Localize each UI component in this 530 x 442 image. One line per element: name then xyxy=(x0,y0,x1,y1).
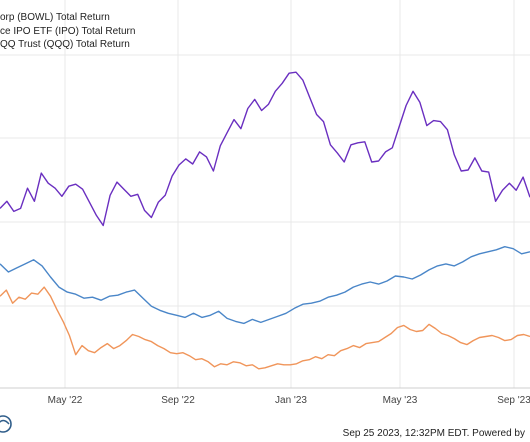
footer-timestamp: Sep 25 2023, 12:32PM EDT. Powered by xyxy=(343,428,525,439)
x-tick-label: Jan '23 xyxy=(275,395,307,406)
legend-entry: QQ Trust (QQQ) Total Return xyxy=(0,39,130,50)
legend-entry: orp (BOWL) Total Return xyxy=(0,12,110,23)
x-axis-ticks: May '22 Sep '22 Jan '23 May '23 Sep '23 xyxy=(48,395,530,406)
x-tick-label: Sep '23 xyxy=(497,395,530,406)
x-tick-label: May '23 xyxy=(383,395,418,406)
legend-entry: ce IPO ETF (IPO) Total Return xyxy=(0,26,135,37)
legend: orp (BOWL) Total Return ce IPO ETF (IPO) … xyxy=(0,12,135,50)
series-line-qqq xyxy=(0,286,530,370)
x-tick-label: May '22 xyxy=(48,395,83,406)
footer: Sep 25 2023, 12:32PM EDT. Powered by xyxy=(0,415,525,439)
x-tick-label: Sep '22 xyxy=(161,395,195,406)
series-line-ipo xyxy=(0,245,530,325)
series-lines xyxy=(0,71,530,370)
grid xyxy=(0,0,530,389)
series-line-bowl xyxy=(0,71,530,227)
ycharts-logo-icon xyxy=(0,415,12,433)
